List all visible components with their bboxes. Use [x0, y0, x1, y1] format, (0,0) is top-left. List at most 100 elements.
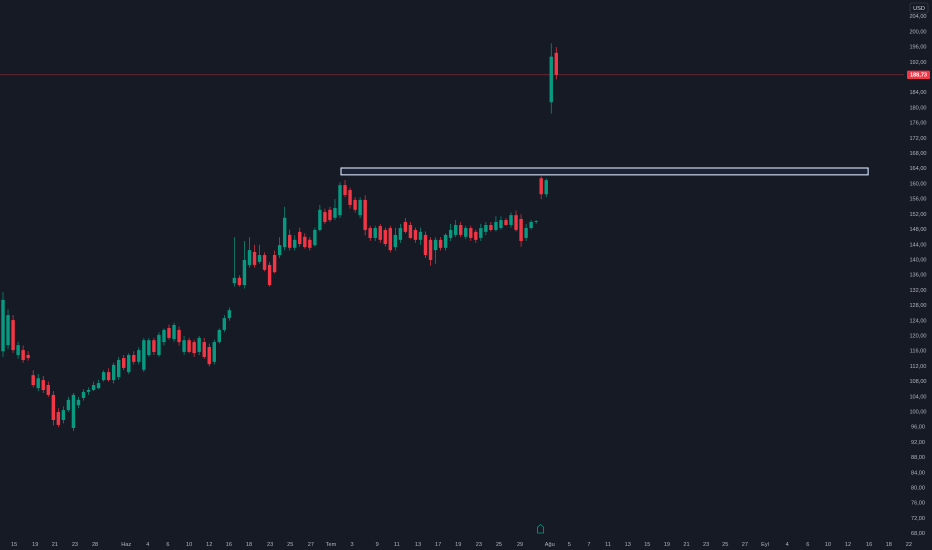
candle-body — [534, 221, 538, 223]
candle-body — [41, 380, 45, 390]
candle-body — [368, 228, 372, 238]
x-tick-label: 10 — [186, 542, 192, 548]
x-tick-label: 12 — [845, 542, 851, 548]
candle-body — [56, 412, 61, 425]
candle-body — [514, 215, 518, 230]
candle-body — [318, 209, 322, 230]
candle-body — [81, 391, 86, 398]
candle-body — [152, 340, 156, 352]
candle-body — [554, 52, 558, 75]
y-tick-label: 76,00 — [911, 501, 925, 507]
candle-body — [132, 355, 136, 362]
zone — [340, 167, 869, 176]
candle-body — [293, 239, 297, 248]
candle-body — [242, 259, 247, 286]
candle-body — [21, 350, 25, 360]
candle-body — [71, 394, 76, 428]
candle-body — [36, 378, 40, 389]
y-tick-label: 108,00 — [909, 379, 926, 385]
x-tick-label: 23 — [72, 542, 78, 548]
y-tick-label: 152,00 — [909, 212, 926, 218]
candle-body — [423, 234, 428, 256]
x-tick-label: 15 — [644, 542, 650, 548]
event-icon[interactable] — [537, 523, 544, 534]
candle-body — [469, 228, 473, 238]
x-tick-label: 4 — [146, 542, 149, 548]
candle-body — [358, 199, 362, 216]
candle-body — [413, 229, 418, 240]
candle-body — [76, 399, 81, 406]
candle-body — [433, 239, 438, 251]
candle-body — [122, 358, 126, 368]
candle-body — [388, 228, 393, 251]
x-tick-label: Ağu — [545, 542, 555, 548]
x-tick-label: 11 — [394, 542, 400, 548]
candle-body — [474, 231, 478, 240]
y-tick-label: 68,00 — [911, 531, 925, 537]
candle-body — [162, 329, 166, 343]
candle-body — [464, 228, 468, 237]
y-tick-label: 184,00 — [909, 90, 926, 96]
x-tick-label: 22 — [906, 542, 912, 548]
y-tick-label: 84,00 — [911, 470, 925, 476]
candle-body — [11, 320, 15, 351]
candle-body — [323, 212, 327, 222]
candle-body — [1, 299, 5, 352]
candle-body — [51, 394, 56, 421]
y-tick-label: 204,00 — [909, 14, 926, 20]
candle-body — [544, 180, 548, 195]
x-tick-label: 16 — [226, 542, 232, 548]
candle-body — [177, 329, 181, 343]
candle-body — [157, 334, 161, 356]
x-tick-label: 10 — [825, 542, 831, 548]
candle-body — [448, 229, 453, 238]
candle-body — [212, 342, 216, 362]
candle-body — [408, 225, 413, 238]
candle-body — [287, 234, 292, 248]
x-tick-label: 25 — [496, 542, 502, 548]
candle-body — [197, 337, 201, 352]
candle-body — [479, 228, 483, 238]
candle-body — [252, 252, 257, 265]
candle-body — [353, 199, 357, 210]
y-tick-label: 144,00 — [909, 242, 926, 248]
candle-body — [26, 355, 30, 359]
x-tick-label: 16 — [866, 542, 872, 548]
y-tick-label: 80,00 — [911, 486, 925, 492]
x-tick-label: 28 — [92, 542, 98, 548]
x-tick-label: 23 — [267, 542, 273, 548]
y-tick-label: 96,00 — [911, 425, 925, 431]
x-tick-label: 5 — [568, 542, 571, 548]
candle-body — [328, 209, 332, 221]
x-tick-label: 19 — [664, 542, 670, 548]
candle-body — [127, 355, 131, 373]
plot — [0, 43, 904, 432]
candle-body — [453, 225, 458, 235]
candle-body — [222, 318, 227, 330]
y-tick-label: 196,00 — [909, 45, 926, 51]
x-tick-label: 18 — [246, 542, 252, 548]
candle-body — [383, 229, 387, 245]
y-tick-label: 168,00 — [909, 151, 926, 157]
y-tick-label: 104,00 — [909, 394, 926, 400]
candle-body — [282, 217, 287, 248]
y-tick-label: 124,00 — [909, 318, 926, 324]
x-tick-label: 13 — [625, 542, 631, 548]
candle-body — [524, 228, 528, 238]
y-tick-label: 120,00 — [909, 333, 926, 339]
candle-body — [6, 315, 10, 346]
y-tick-label: 128,00 — [909, 303, 926, 309]
x-tick-label: 25 — [722, 542, 728, 548]
last-price-label: 188,73 — [910, 73, 927, 79]
candle-body — [227, 310, 232, 319]
currency-box[interactable] — [909, 2, 929, 14]
candle-body — [418, 231, 423, 240]
candle-body — [459, 225, 463, 235]
candle-body — [348, 190, 352, 205]
candle-body — [217, 329, 222, 343]
x-tick-label: Haz — [121, 542, 131, 548]
y-tick-label: 88,00 — [911, 455, 925, 461]
x-tick-label: Eyl — [761, 542, 769, 548]
